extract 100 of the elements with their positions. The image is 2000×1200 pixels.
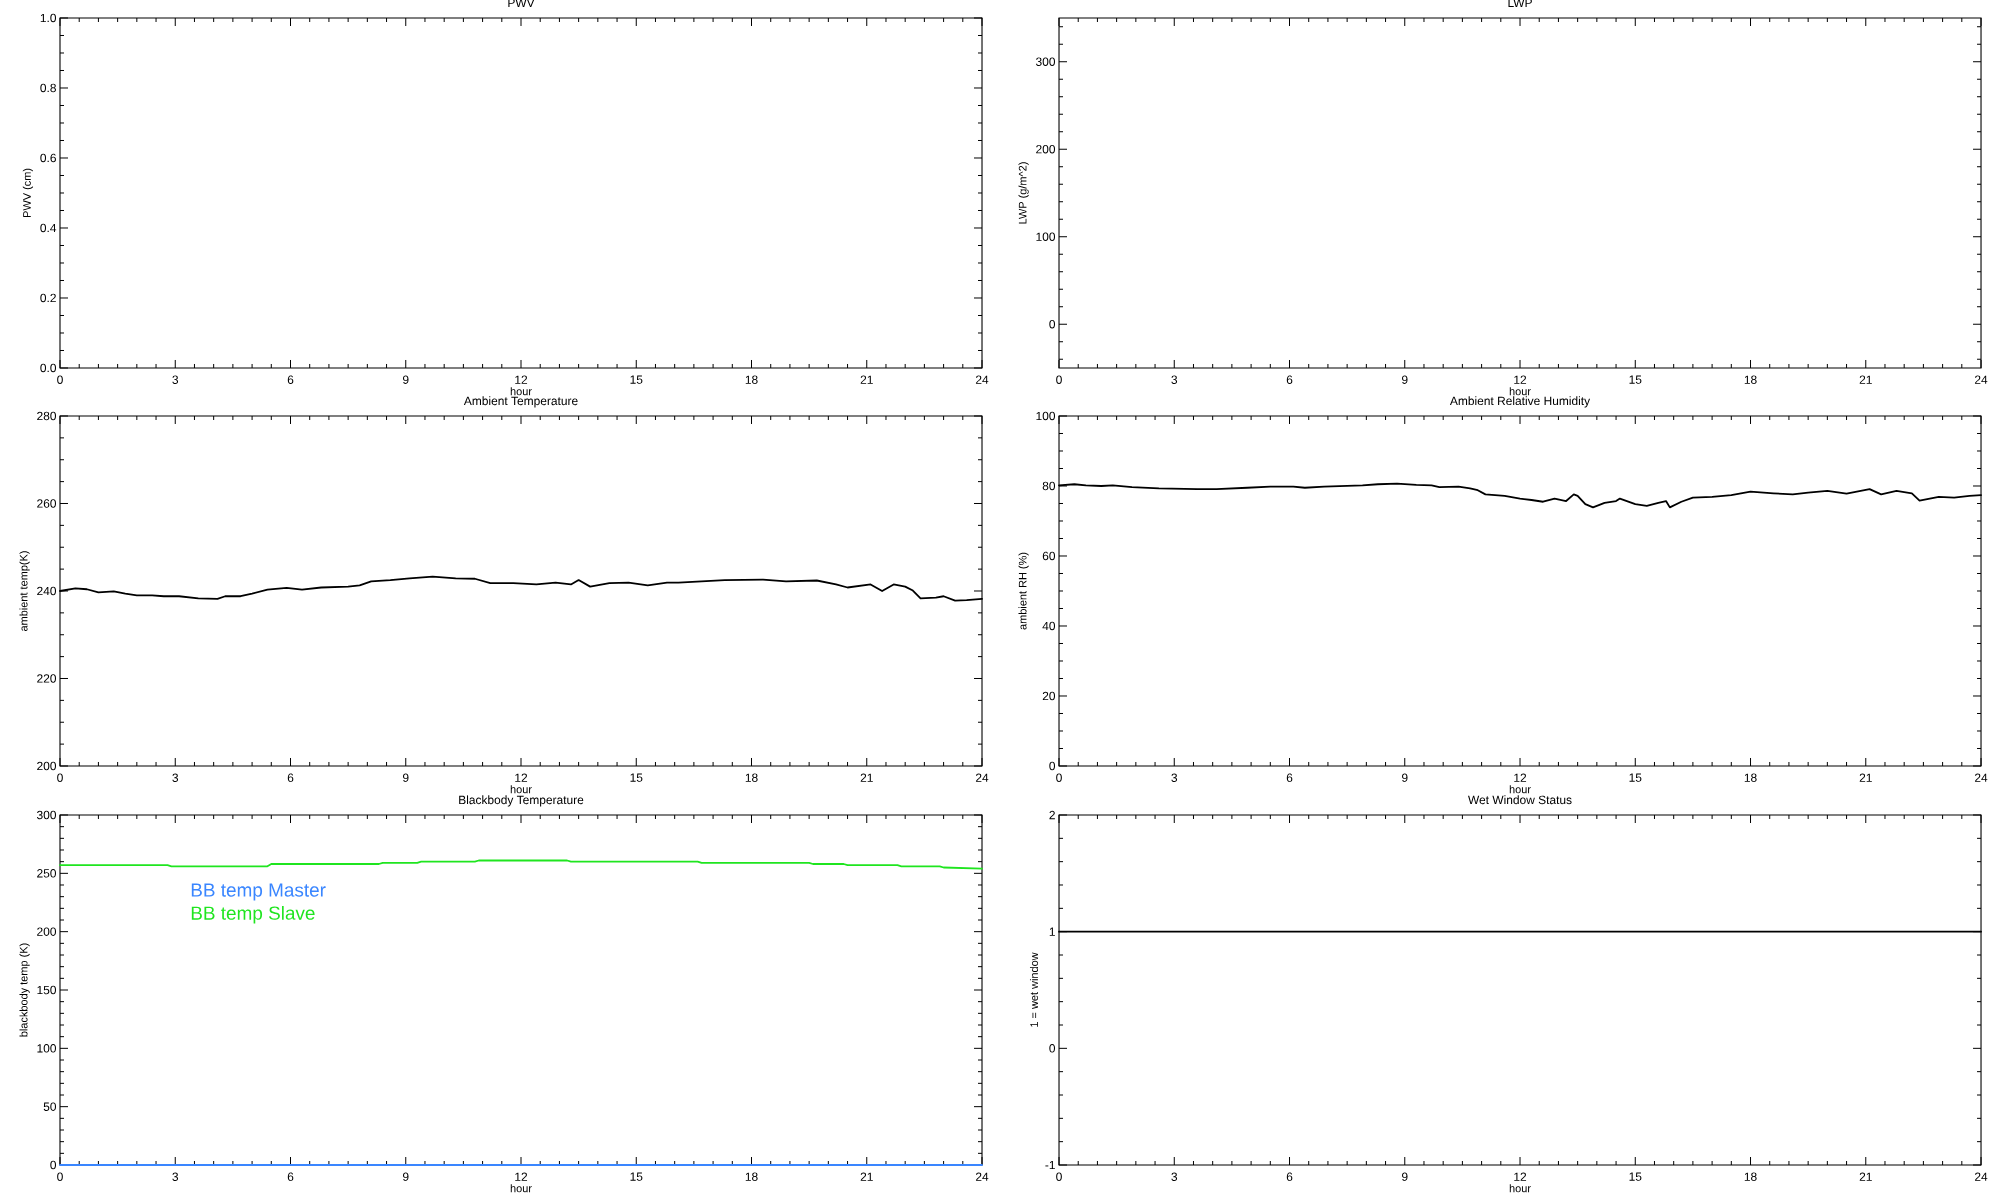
x-tick-label: 18 [745,1172,758,1181]
x-tick-label: 12 [515,1172,528,1181]
x-tick-label: 3 [1171,773,1178,782]
y-tick-label: 0.8 [40,83,56,93]
x-tick-label: 24 [975,773,989,782]
y-tick-label: 0 [1049,320,1056,329]
y-axis-title: ambient temp(K) [19,551,30,632]
chart-title: Ambient Relative Humidity [1449,396,1591,408]
x-tick-label: 15 [630,773,643,782]
x-tick-label: 0 [57,375,63,384]
x-tick-label: 21 [1859,1172,1872,1181]
y-tick-label: 1.0 [40,13,57,23]
y-tick-label: 220 [37,674,57,683]
y-tick-label: 0.2 [40,293,56,303]
y-tick-label: 150 [37,985,57,995]
x-axis-title: hour [1509,387,1531,396]
x-axis-title: hour [510,387,532,396]
chart-title: Wet Window Status [1468,795,1572,805]
x-tick-label: 24 [975,1172,989,1181]
y-axis-title: PWV (cm) [22,168,34,218]
x-tick-label: 3 [1171,1172,1178,1181]
x-tick-label: 24 [1974,773,1988,782]
x-tick-label: 21 [1859,375,1872,384]
x-tick-label: 9 [402,773,409,782]
x-tick-label: 3 [172,375,179,384]
x-tick-label: 3 [172,773,179,782]
y-tick-label: 0 [1049,761,1056,771]
x-tick-label: 21 [1859,773,1872,782]
y-tick-label: 0 [1049,1044,1056,1053]
y-tick-label: 100 [1036,411,1056,421]
y-tick-label: 2 [1049,810,1055,820]
x-tick-label: 6 [287,1172,294,1181]
y-tick-label: 300 [36,810,57,820]
text: BB temp Slave [191,905,315,924]
y-tick-label: 200 [37,927,57,936]
x-tick-label: 3 [1171,375,1178,384]
y-tick-label: 250 [37,869,57,878]
x-tick-label: 12 [515,375,528,384]
x-tick-label: 15 [1629,1172,1642,1181]
x-tick-label: 9 [402,1172,409,1181]
y-tick-label: 240 [37,586,57,596]
x-axis-title: hour [510,785,532,794]
y-tick-label: 0.4 [40,223,57,233]
x-tick-label: 9 [1402,773,1408,782]
x-tick-label: 15 [630,1172,643,1181]
x-tick-label: 21 [860,375,873,384]
y-tick-label: 100 [1036,232,1056,241]
x-tick-label: 21 [860,1172,873,1181]
y-tick-label: 260 [37,499,57,508]
x-tick-label: 15 [630,375,643,384]
y-tick-label: 80 [1042,481,1056,491]
x-axis-title: hour [510,1184,532,1193]
x-tick-label: 6 [1286,773,1293,782]
x-tick-label: 0 [1056,1172,1062,1181]
chart-title: Ambient Temperature [463,396,578,408]
x-tick-label: 12 [515,773,528,782]
y-axis-title: LWP (g/m^2) [1018,162,1029,224]
x-tick-label: 12 [1514,375,1527,384]
x-tick-label: 18 [1744,375,1757,384]
x-tick-label: 3 [172,1172,179,1181]
y-tick-label: 0.0 [40,363,57,373]
x-tick-label: 6 [287,375,294,384]
y-tick-label: 50 [43,1102,57,1111]
x-tick-label: 9 [1402,375,1408,384]
y-tick-label: -1 [1045,1160,1055,1170]
x-tick-label: 9 [402,375,409,384]
x-tick-label: 0 [1056,375,1062,384]
x-tick-label: 0 [1056,773,1062,782]
x-axis-title: hour [1509,1184,1531,1193]
x-tick-label: 9 [1402,1172,1408,1181]
x-tick-label: 18 [1744,773,1757,782]
x-tick-label: 12 [1514,1172,1527,1181]
y-tick-label: 200 [37,761,57,771]
x-tick-label: 0 [57,1172,63,1181]
x-tick-label: 24 [1974,375,1988,384]
chart-title: Blackbody Temperature [459,795,584,807]
x-tick-label: 18 [1744,1172,1757,1181]
x-tick-label: 18 [745,375,758,384]
y-tick-label: 1 [1049,927,1055,936]
text: BB temp Master [191,883,326,901]
y-tick-label: 40 [1042,621,1056,631]
x-tick-label: 21 [860,773,873,782]
x-tick-label: 18 [745,773,758,782]
y-tick-label: 280 [37,411,57,421]
x-tick-label: 6 [1286,375,1293,384]
y-tick-label: 100 [37,1044,57,1053]
y-tick-label: 300 [1036,57,1056,66]
y-tick-label: 60 [1042,551,1056,561]
x-tick-label: 24 [1974,1172,1988,1181]
y-axis-title: blackbody temp (K) [19,943,30,1037]
x-tick-label: 12 [1514,773,1527,782]
x-tick-label: 15 [1629,375,1642,384]
y-tick-label: 20 [1042,691,1056,701]
line-series [59,859,983,870]
y-axis-title: 1 = wet window [1029,952,1039,1027]
y-tick-label: 0.6 [40,153,56,163]
x-tick-label: 24 [975,375,989,384]
y-tick-label: 0 [50,1160,57,1170]
x-axis-title: hour [1509,785,1531,794]
y-tick-label: 200 [1036,145,1056,154]
